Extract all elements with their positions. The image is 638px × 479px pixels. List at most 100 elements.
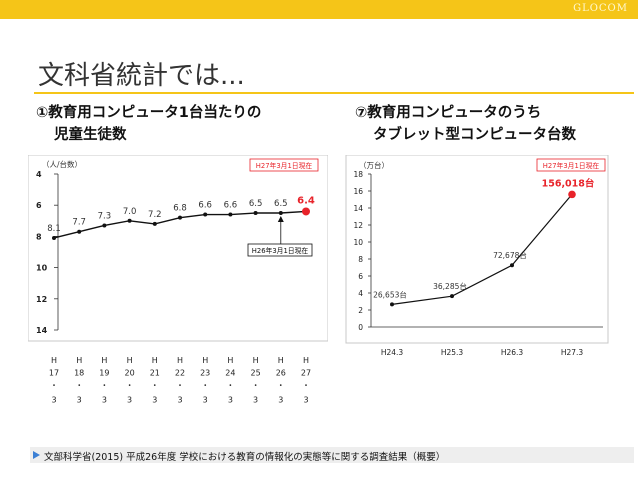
chart1-category-label: 3 <box>102 396 107 405</box>
chart1-category-label: H <box>51 356 57 365</box>
chart1-point <box>152 221 157 226</box>
chart2-ytick-label: 0 <box>358 323 363 332</box>
chart1-heading-line2: 児童生徒数 <box>54 127 127 143</box>
chart1-category-label: 3 <box>303 396 308 405</box>
chart2-ytick-label: 4 <box>358 289 363 298</box>
brand-label: GLOCOM <box>573 3 628 14</box>
chart1-category-label: 19 <box>99 369 109 378</box>
chart2-ytick-label: 6 <box>358 272 363 281</box>
chart1-category-label: 3 <box>253 396 258 405</box>
chart1-category-label: ・ <box>201 381 209 390</box>
chart1-category-label: H <box>76 356 82 365</box>
footer-source: 文部科学省(2015) 平成26年度 学校における教育の情報化の実態等に関する調… <box>44 452 446 463</box>
chart1-category-label: 3 <box>77 396 82 405</box>
chart1-data-label: 6.8 <box>173 204 187 214</box>
chart1-point <box>228 212 233 217</box>
chart1-data-label: 8.1 <box>47 224 61 234</box>
chart1-ylabel: （人/台数） <box>42 159 82 169</box>
title-underline <box>34 92 634 94</box>
chart2-data-label: 26,653台 <box>373 289 407 299</box>
chart2-note-box <box>536 158 606 172</box>
chart2-note: H27年3月1日現在 <box>543 161 600 170</box>
chart2-point <box>390 302 394 307</box>
chart1-series-line <box>53 210 307 239</box>
chart1-category-label: ・ <box>100 381 108 390</box>
chart1-category-label: H <box>253 356 259 365</box>
chart1-data-label: 6.5 <box>274 199 288 209</box>
chart1-ytick-label: 8 <box>36 232 42 241</box>
chart1-category-label: ・ <box>226 381 234 390</box>
chart1-annotation-arrowhead <box>277 216 284 222</box>
chart2-heading: ⑦教育用コンピュータのうち タブレット型コンピュータ台数 <box>355 102 576 146</box>
chart1-point <box>178 215 182 220</box>
chart2-ylabel: （万台） <box>359 160 389 170</box>
chart1-category-label: H <box>303 356 309 365</box>
chart1-category-label: 3 <box>203 396 208 405</box>
chart2-tablet-count: （万台） H27年3月1日現在 0 2 4 6 8 10 12 14 16 18 26,653台 36,2… <box>345 155 609 357</box>
chart1-category-label: 23 <box>200 369 210 378</box>
chart2-ytick-label: 18 <box>353 170 363 179</box>
chart1-point <box>77 229 82 234</box>
chart1-category-label: ・ <box>277 381 285 390</box>
chart2-series-line <box>391 193 573 305</box>
chart1-category-label: ・ <box>252 381 260 390</box>
chart2-point <box>450 294 454 299</box>
chart1-category-label: 3 <box>278 396 283 405</box>
chart2-data-label: 156,018台 <box>542 177 595 189</box>
chart1-category-label: 24 <box>225 369 235 378</box>
chart1-data-label: 7.7 <box>72 218 86 228</box>
chart1-ytick-label: 14 <box>36 326 48 335</box>
chart1-category-label: H <box>101 356 107 365</box>
chart1-point <box>278 211 283 215</box>
chart1-data-label: 6.4 <box>297 195 315 206</box>
chart1-category-label: 3 <box>127 396 132 405</box>
chart1-point <box>52 235 56 240</box>
chart2-frame <box>345 155 609 344</box>
chart1-ytick-label: 12 <box>36 295 47 304</box>
chart1-point <box>253 211 258 215</box>
chart1-category-label: ・ <box>50 381 58 390</box>
chart1-category-label: 17 <box>49 369 59 378</box>
chart1-category-label: 3 <box>152 396 157 405</box>
chart1-point <box>302 207 310 216</box>
chart2-heading-line2: タブレット型コンピュータ台数 <box>373 127 576 143</box>
chart1-point <box>203 212 208 217</box>
chart2-heading-line1: ⑦教育用コンピュータのうち <box>355 105 542 121</box>
chart1-category-label: H <box>177 356 183 365</box>
chart2-category-label: H24.3 <box>381 348 404 357</box>
chart1-category-label: ・ <box>176 381 184 390</box>
chart1-category-label: 21 <box>150 369 160 378</box>
slide-title: 文科省統計では... <box>38 61 245 91</box>
chart2-ytick-label: 2 <box>358 306 363 315</box>
chart2-ytick-label: 12 <box>353 221 363 230</box>
chart2-category-label: H27.3 <box>561 348 584 357</box>
chart1-note: H27年3月1日現在 <box>256 161 313 170</box>
chart1-data-label: 6.5 <box>249 199 263 209</box>
chart1-ytick-label: 4 <box>36 170 42 179</box>
chart1-ytick-label: 10 <box>36 264 48 273</box>
chart2-category-label: H25.3 <box>441 348 464 357</box>
chart1-category-label: 27 <box>301 369 311 378</box>
chart1-category-label: 20 <box>125 369 135 378</box>
chart1-category-label: 3 <box>51 396 56 405</box>
chart1-ytick-label: 6 <box>36 201 42 210</box>
chart1-category-label: 3 <box>177 396 182 405</box>
chart2-point <box>568 190 576 199</box>
chart1-category-label: ・ <box>126 381 134 390</box>
chart1-category-label: 22 <box>175 369 185 378</box>
chart1-heading-line1: ①教育用コンピュータ1台当たりの <box>36 105 262 121</box>
chart1-data-label: 7.0 <box>123 207 137 217</box>
chart1-annotation: H26年3月1日現在 <box>252 246 309 255</box>
chart2-ytick-label: 16 <box>353 187 363 196</box>
footer-bar <box>30 447 634 463</box>
chart2-point <box>510 263 514 268</box>
chart2-data-label: 36,285台 <box>433 281 467 291</box>
chart1-data-label: 6.6 <box>198 201 212 211</box>
chart2-ytick-label: 8 <box>358 255 363 264</box>
chart1-category-label: ・ <box>302 381 310 390</box>
chart1-category-label: H <box>278 356 284 365</box>
chart1-students-per-computer: （人/台数） H27年3月1日現在 4 6 8 10 12 14 8.1 7.7 7.3 7.0 7.2… <box>28 155 328 405</box>
chart1-category-label: ・ <box>151 381 159 390</box>
chart1-heading: ①教育用コンピュータ1台当たりの 児童生徒数 <box>36 102 261 146</box>
top-bar: GLOCOM <box>0 0 638 19</box>
